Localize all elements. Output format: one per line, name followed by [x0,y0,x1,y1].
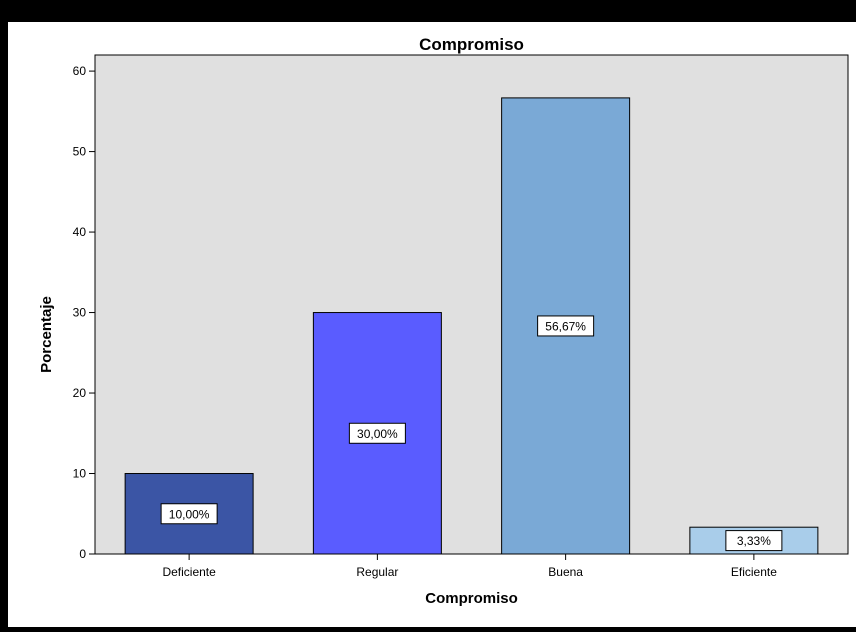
data-label-box [537,315,595,337]
x-axis: Deficiente Regular Buena Eficiente [162,554,777,579]
x-tick-label-regular: Regular [356,565,398,579]
y-tick-label: 60 [73,64,87,78]
x-tick-label-deficiente: Deficiente [162,565,216,579]
data-label-box [348,422,406,444]
bars: 10,00% 30,00% 56,67% 3,33% [124,97,819,555]
chart-title: Compromiso [419,35,524,54]
x-axis-title: Compromiso [425,590,518,607]
y-tick-label: 40 [73,225,87,239]
y-axis-title: Porcentaje [38,296,55,373]
bar-chart: 0 10 20 30 40 50 60 10,00% 30,00% 56,67% 3,33% De… [8,22,856,627]
y-tick-label: 0 [79,547,86,561]
y-axis: 0 10 20 30 40 50 60 [73,64,95,561]
data-label-box [725,530,783,552]
y-tick-label: 20 [73,386,87,400]
x-tick-label-eficiente: Eficiente [731,565,777,579]
x-tick-label-buena: Buena [548,565,583,579]
chart-frame: 0 10 20 30 40 50 60 10,00% 30,00% 56,67% 3,33% De… [8,22,856,627]
plot-area [94,54,849,555]
data-label-box [160,503,218,525]
y-tick-label: 50 [73,145,87,159]
data-label-eficiente: 3,33% [737,534,771,548]
y-tick-label: 30 [73,306,87,320]
data-label-buena: 56,67% [545,319,586,333]
data-label-regular: 30,00% [357,427,398,441]
data-label-deficiente: 10,00% [169,507,210,521]
y-tick-label: 10 [73,467,87,481]
